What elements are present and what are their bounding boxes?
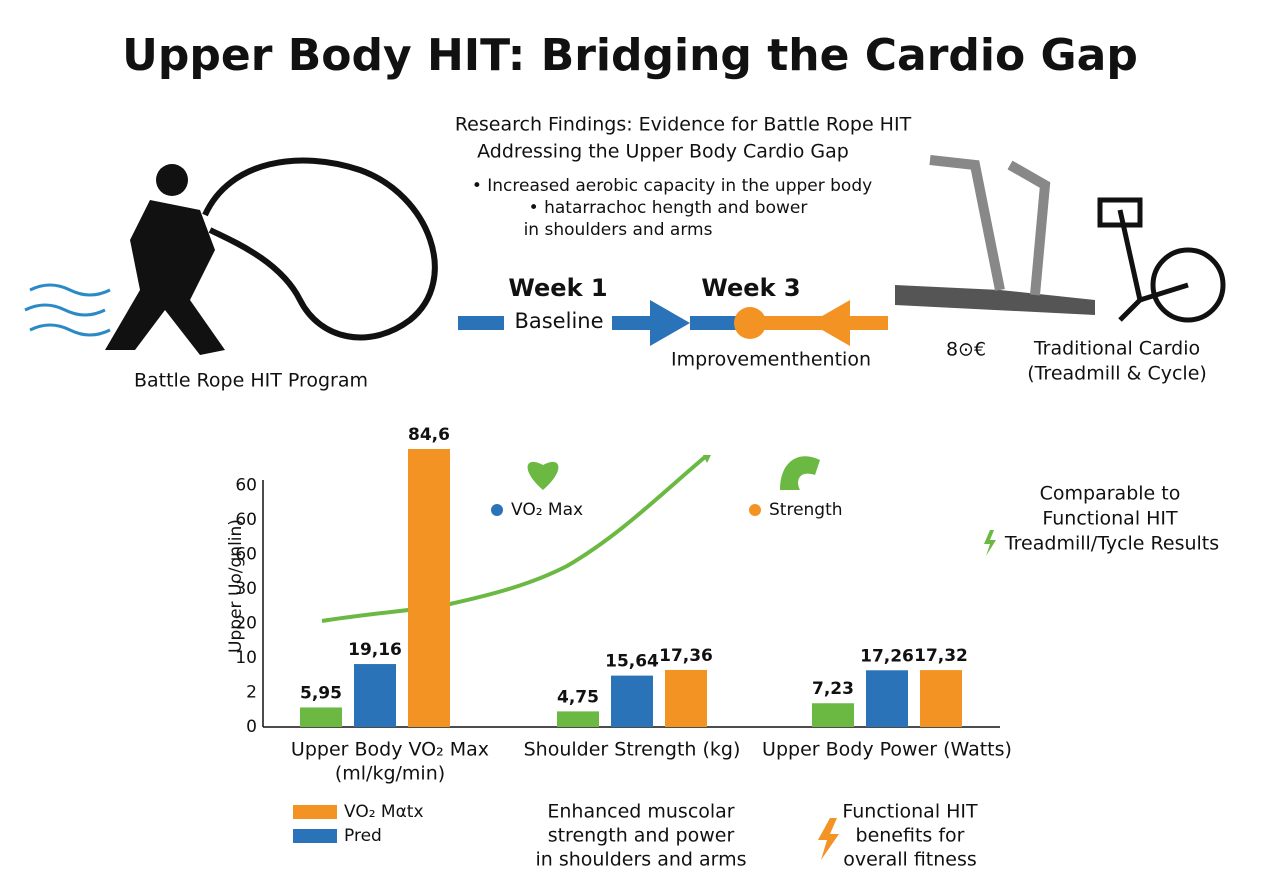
timeline-arrows (458, 300, 888, 346)
bolt-icon (984, 530, 996, 556)
week-label: Week 3 (701, 274, 800, 302)
value-label: 5,95 (300, 683, 342, 703)
y-tick-label: 30 (235, 579, 257, 599)
legend-label: Pred (344, 826, 382, 846)
y-tick-label: 60 (235, 545, 257, 565)
legend-dot (491, 504, 503, 516)
muscle-icon (780, 456, 820, 490)
right-label: Traditional Cardio (1033, 338, 1200, 360)
bar (866, 670, 908, 727)
research-line: • hatarrachoc hength and bower (529, 198, 808, 218)
trend-curve (321, 455, 707, 623)
right-label: (Treadmill & Cycle) (1027, 363, 1207, 385)
value-label: 4,75 (557, 687, 599, 707)
legend-swatch (293, 805, 337, 819)
bar (300, 707, 342, 727)
legend-label: VO₂ Max (511, 500, 583, 520)
note-text: Enhanced muscolar (547, 801, 734, 823)
group-label: Upper Body VO₂ Max (291, 739, 489, 761)
bar (354, 664, 396, 727)
note-text: Functional HIT (842, 801, 978, 823)
heart-icon (527, 461, 559, 490)
value-label: 19,16 (348, 640, 402, 660)
legend-swatch (293, 829, 337, 843)
bar (665, 669, 707, 727)
baseline-label: Baseline (514, 309, 603, 333)
trend-arrowhead (703, 455, 711, 463)
note-text: benefits for (856, 825, 965, 847)
left-label: Battle Rope HIT Program (134, 370, 368, 392)
research-heading: Research Findings: Evidence for Battle R… (455, 114, 912, 136)
y-tick-label: 10 (235, 648, 257, 668)
research-heading: Addressing the Upper Body Cardio Gap (477, 141, 849, 163)
y-tick-label: 2 (246, 683, 257, 703)
week-label: Week 1 (508, 274, 607, 302)
improvement-label: Improvementhention (671, 349, 871, 371)
y-tick-label: 0 (246, 717, 257, 737)
note-text: strength and power (548, 825, 735, 847)
comparable-text: Treadmill/Tycle Results (1004, 533, 1219, 555)
bar (611, 675, 653, 727)
legend-dot (749, 504, 761, 516)
note-text: in shoulders and arms (535, 849, 746, 871)
value-label: 17,26 (860, 646, 914, 666)
bar (812, 703, 854, 727)
y-tick-label: 20 (235, 614, 257, 634)
group-label: (ml/kg/min) (335, 763, 445, 785)
machine-symbol: 8⊙€ (946, 339, 986, 361)
bar (557, 711, 599, 727)
title: Upper Body HIT: Bridging the Cardio Gap (122, 30, 1138, 81)
research-line: in shoulders and arms (524, 220, 713, 240)
legend-label: VO₂ Mαtx (344, 802, 424, 822)
note-text: overall fitness (843, 849, 977, 871)
bar (920, 670, 962, 727)
research-line: • Increased aerobic capacity in the uppe… (472, 176, 872, 196)
legend-label: Strength (769, 500, 843, 520)
comparable-text: Comparable to (1040, 483, 1181, 505)
value-label: 84,6 (408, 425, 450, 445)
value-label: 7,23 (812, 679, 854, 699)
y-axis-label: Upper Uo/gnlin) (226, 519, 246, 653)
bolt-icon (818, 818, 839, 860)
value-label: 17,36 (659, 646, 713, 666)
value-label: 17,32 (914, 646, 968, 666)
y-tick-label: 60 (235, 510, 257, 530)
group-label: Shoulder Strength (kg) (524, 739, 741, 761)
bar (408, 449, 450, 727)
cardio-machines (895, 155, 1226, 323)
y-tick-label: 60 (235, 476, 257, 496)
group-label: Upper Body Power (Watts) (762, 739, 1012, 761)
comparable-text: Functional HIT (1042, 508, 1178, 530)
value-label: 15,64 (605, 652, 659, 672)
rope-athlete (24, 157, 438, 355)
